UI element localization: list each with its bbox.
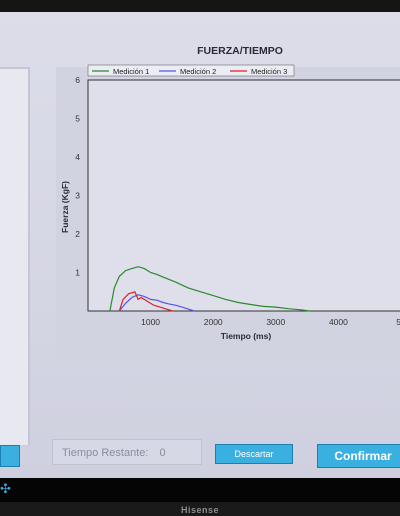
x-tick-label: 50 xyxy=(396,317,400,327)
tiempo-restante-display: Tiempo Restante: 0 xyxy=(52,439,202,465)
series-line xyxy=(118,294,195,312)
series-line xyxy=(109,266,311,312)
dots-icon[interactable]: ✣ xyxy=(0,481,11,496)
tiempo-restante-label: Tiempo Restante: xyxy=(62,447,149,459)
y-tick-label: 4 xyxy=(75,152,80,162)
taskbar xyxy=(0,478,400,502)
x-tick-label: 1000 xyxy=(141,317,160,327)
chart-title: FUERZA/TIEMPO xyxy=(197,45,283,57)
y-tick-label: 6 xyxy=(75,75,80,85)
plot-area xyxy=(87,79,400,312)
force-time-chart: 1 2 3 4 5 6 1000 2000 3000 4000 50 Tiempo (ms) Fuerz… xyxy=(60,64,400,341)
x-tick-label: 3000 xyxy=(266,317,285,327)
monitor-bezel-top xyxy=(0,0,400,12)
descartar-button[interactable]: Descartar xyxy=(215,444,293,464)
left-panel xyxy=(0,67,30,445)
y-axis-label: Fuerza (KgF) xyxy=(60,181,70,233)
legend-entry: Medición 1 xyxy=(113,67,149,76)
y-tick-label: 2 xyxy=(75,229,80,239)
tiempo-restante-value: 0 xyxy=(159,447,166,459)
y-tick-label: 3 xyxy=(75,191,80,201)
series-line xyxy=(118,291,173,312)
monitor-brand-logo: Hisense xyxy=(180,505,220,515)
legend-entry: Medición 3 xyxy=(251,67,287,76)
y-tick-label: 1 xyxy=(75,268,80,278)
y-tick-label: 5 xyxy=(75,114,80,124)
app-screen: 1 2 3 4 5 6 1000 2000 3000 4000 50 Tiempo (ms) Fuerz… xyxy=(0,12,400,478)
x-tick-label: 4000 xyxy=(329,317,348,327)
confirmar-button[interactable]: Confirmar xyxy=(317,444,400,468)
monitor-bezel-bottom xyxy=(0,502,400,516)
left-action-button[interactable] xyxy=(0,445,20,467)
x-axis-label: Tiempo (ms) xyxy=(221,331,272,341)
x-tick-label: 2000 xyxy=(204,317,223,327)
legend-entry: Medición 2 xyxy=(180,67,216,76)
legend-box xyxy=(87,64,295,77)
